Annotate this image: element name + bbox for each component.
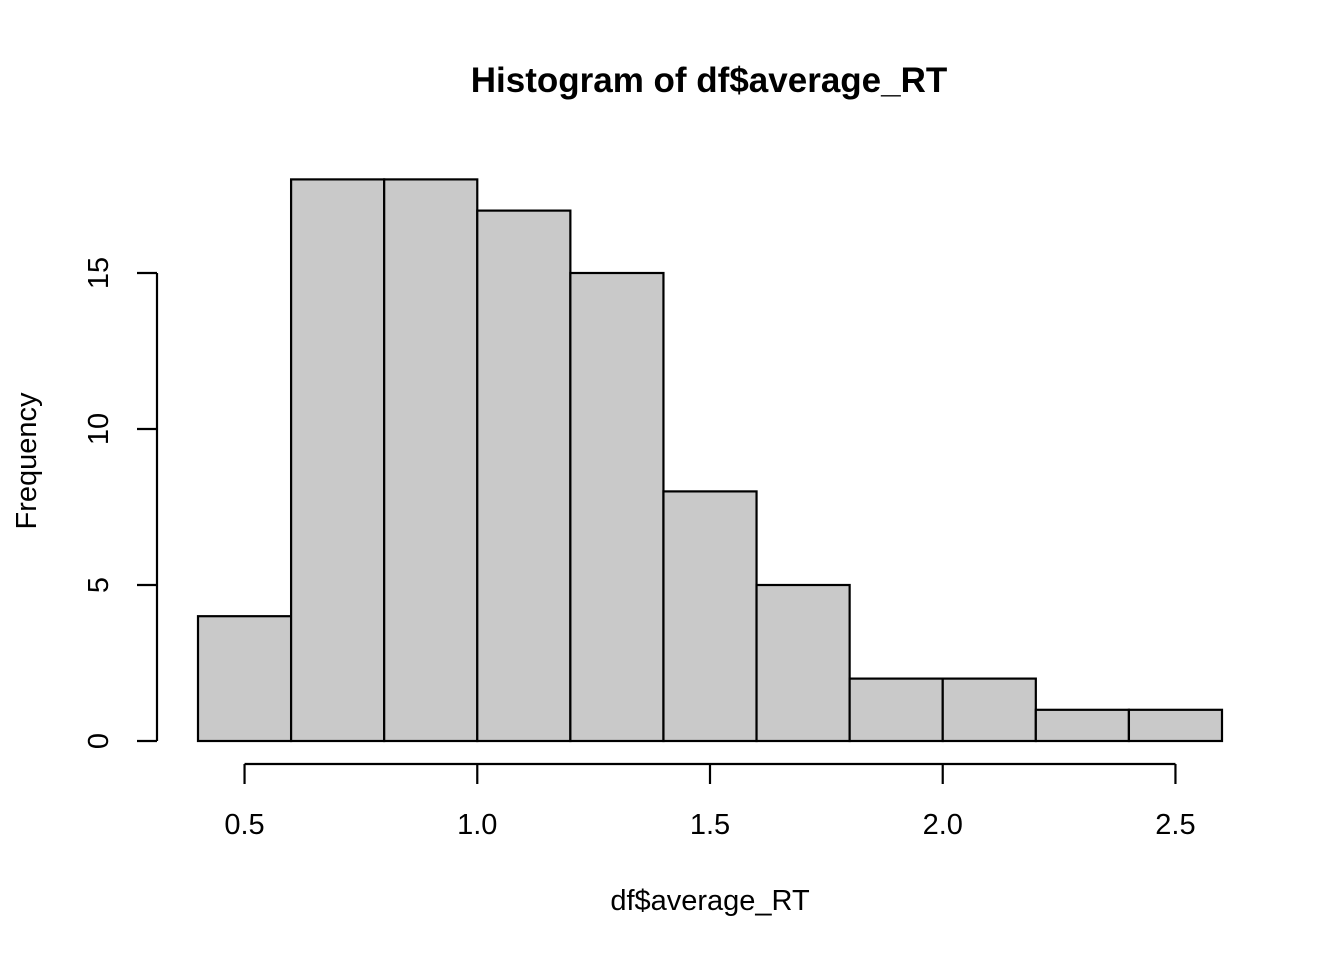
bars-group [196, 178, 1224, 743]
histogram-bar-11 [1127, 708, 1224, 743]
histogram-bar-10 [1034, 708, 1131, 743]
histogram-bar-6 [662, 490, 758, 743]
x-tick-label: 0.5 [224, 809, 264, 841]
x-tick-label: 1.5 [690, 809, 730, 841]
histogram-bar-4 [476, 209, 572, 743]
y-tick-label: 5 [83, 577, 115, 593]
y-axis-label: Frequency [11, 392, 43, 530]
histogram-bar-8 [848, 677, 944, 743]
x-axis-label: df$average_RT [610, 885, 810, 917]
y-axis: 0 5 10 15 [83, 257, 159, 749]
x-tick-label: 1.0 [457, 809, 497, 841]
histogram-bar-7 [755, 583, 851, 743]
histogram-bar-5 [569, 271, 665, 743]
histogram-bar-3 [383, 178, 479, 743]
histogram-bar-1 [196, 615, 293, 743]
histogram-bar-2 [289, 178, 386, 743]
histogram-bar-9 [941, 677, 1037, 743]
y-tick-label: 10 [83, 413, 115, 445]
y-tick-label: 15 [83, 257, 115, 289]
y-tick-label: 0 [83, 733, 115, 749]
x-tick-label: 2.0 [923, 809, 963, 841]
x-tick-label: 2.5 [1155, 809, 1195, 841]
x-axis: 0.5 1.0 1.5 2.0 2.5 [224, 762, 1196, 841]
chart-title: Histogram of df$average_RT [471, 61, 948, 100]
